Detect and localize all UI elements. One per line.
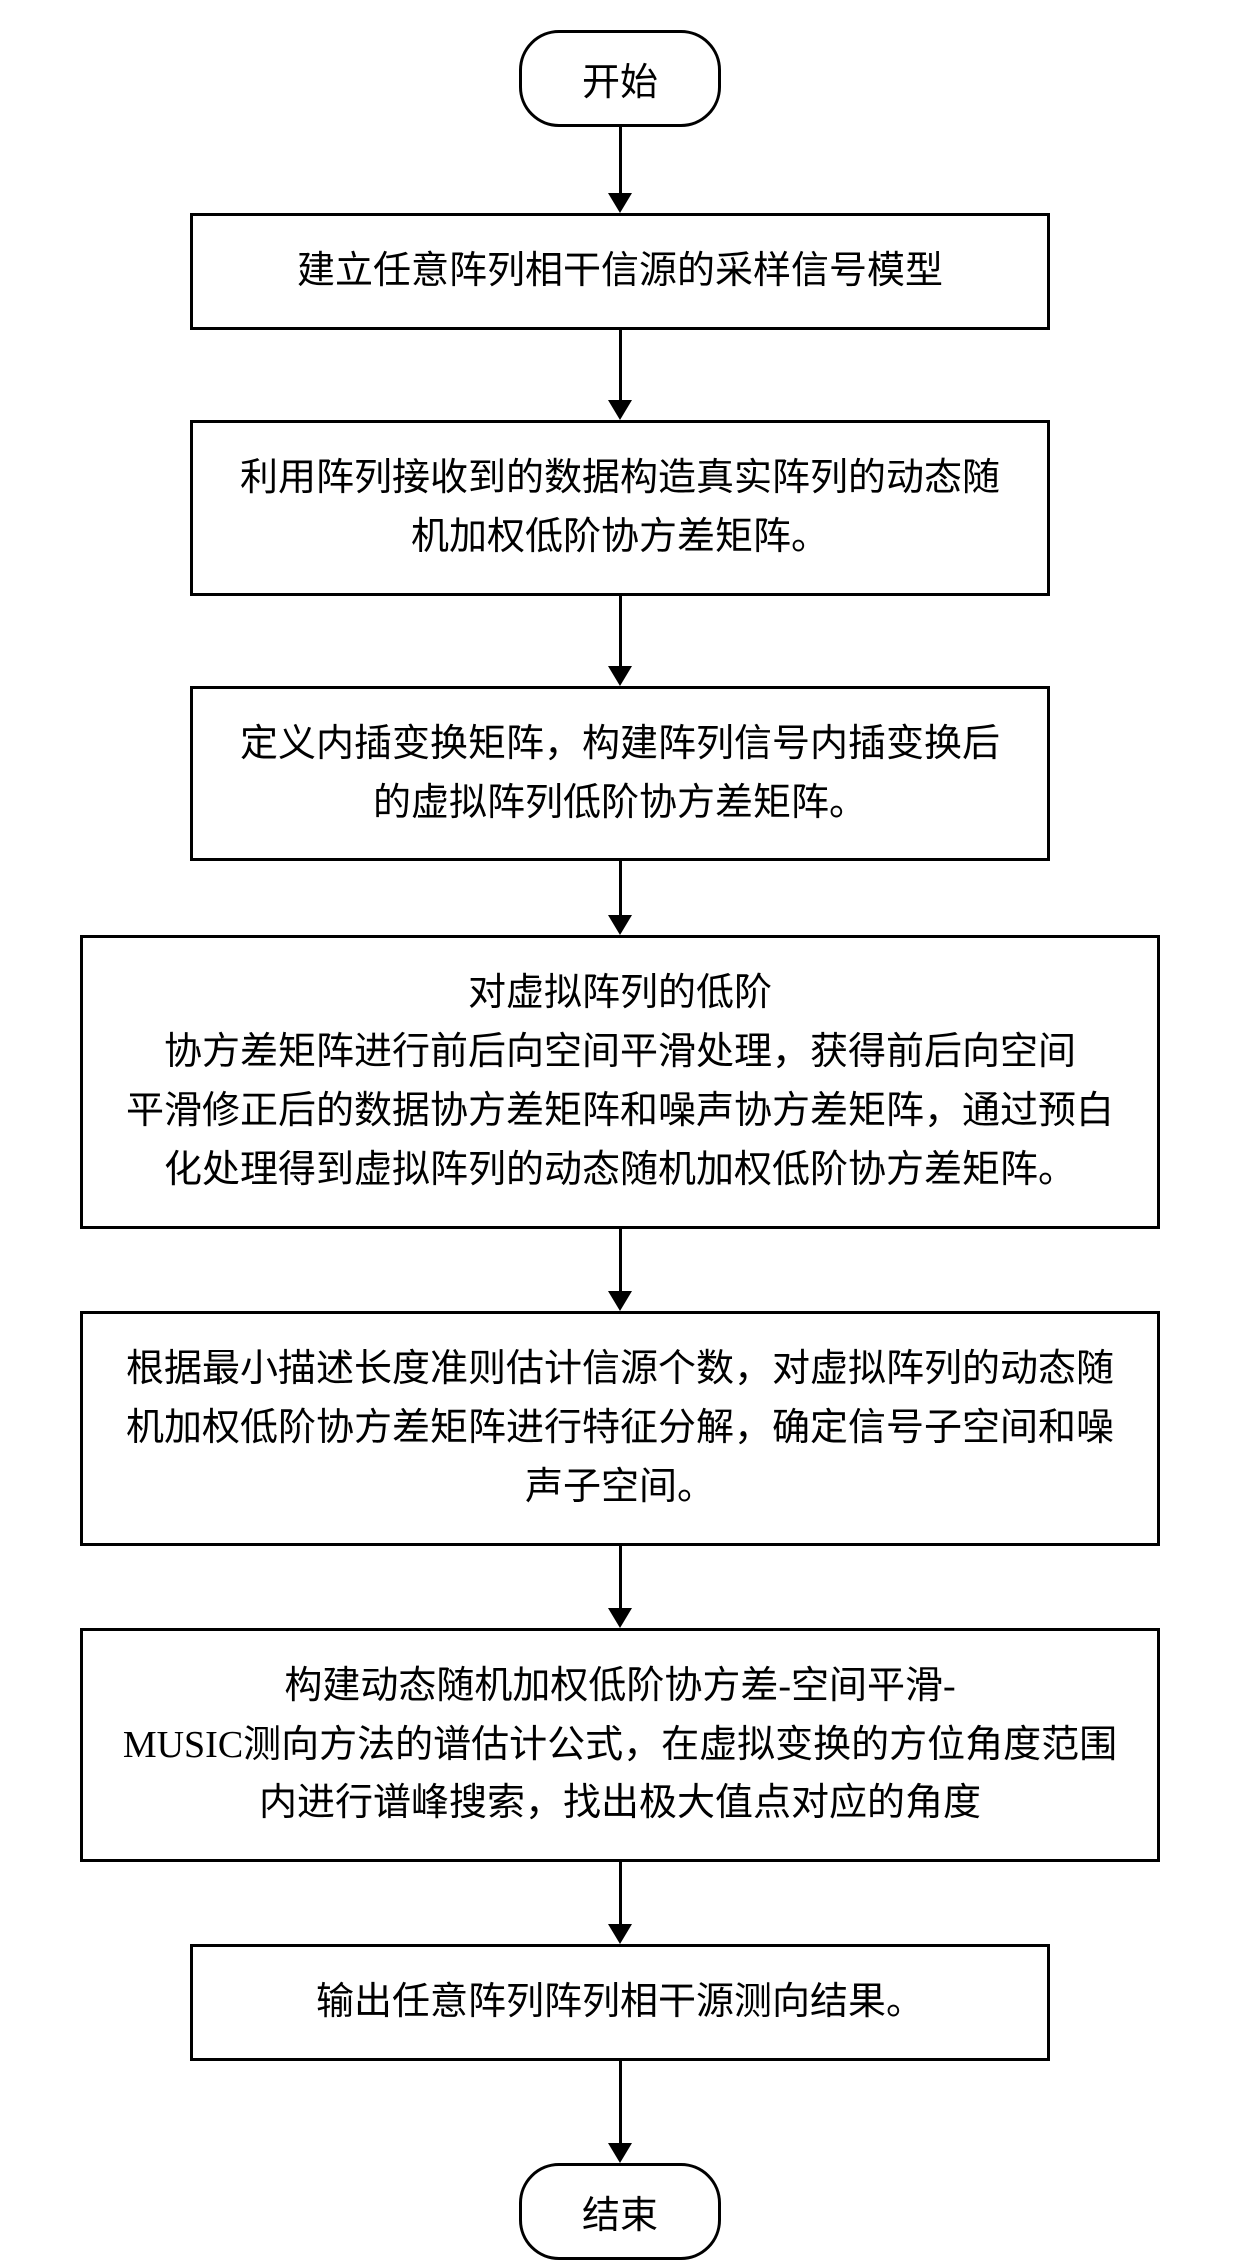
arrow-line — [619, 1229, 622, 1291]
arrow-head-icon — [608, 1608, 632, 1628]
terminal-end: 结束 — [519, 2163, 721, 2260]
arrow-head-icon — [608, 400, 632, 420]
arrow-head-icon — [608, 1291, 632, 1311]
arrow-head-icon — [608, 1924, 632, 1944]
process-step3: 定义内插变换矩阵，构建阵列信号内插变换后的虚拟阵列低阶协方差矩阵。 — [190, 686, 1050, 862]
process-step4-label: 对虚拟阵列的低阶协方差矩阵进行前后向空间平滑处理，获得前后向空间平滑修正后的数据… — [126, 972, 1114, 1191]
process-step3-label: 定义内插变换矩阵，构建阵列信号内插变换后的虚拟阵列低阶协方差矩阵。 — [240, 723, 1000, 824]
process-step6: 构建动态随机加权低阶协方差-空间平滑-MUSIC测向方法的谱估计公式，在虚拟变换… — [80, 1628, 1160, 1863]
arrow-1 — [608, 127, 632, 213]
process-step2: 利用阵列接收到的数据构造真实阵列的动态随机加权低阶协方差矩阵。 — [190, 420, 1050, 596]
arrow-2 — [608, 330, 632, 420]
arrow-line — [619, 596, 622, 666]
arrow-7 — [608, 1862, 632, 1944]
arrow-line — [619, 1862, 622, 1924]
arrow-line — [619, 861, 622, 915]
process-step1: 建立任意阵列相干信源的采样信号模型 — [190, 213, 1050, 330]
terminal-end-label: 结束 — [582, 2195, 658, 2237]
arrow-head-icon — [608, 193, 632, 213]
arrow-head-icon — [608, 666, 632, 686]
arrow-6 — [608, 1546, 632, 1628]
process-step4: 对虚拟阵列的低阶协方差矩阵进行前后向空间平滑处理，获得前后向空间平滑修正后的数据… — [80, 935, 1160, 1229]
terminal-start-label: 开始 — [582, 62, 658, 104]
process-step7: 输出任意阵列阵列相干源测向结果。 — [190, 1944, 1050, 2061]
arrow-line — [619, 2061, 622, 2143]
arrow-line — [619, 330, 622, 400]
arrow-line — [619, 1546, 622, 1608]
arrow-3 — [608, 596, 632, 686]
terminal-start: 开始 — [519, 30, 721, 127]
arrow-8 — [608, 2061, 632, 2163]
arrow-head-icon — [608, 915, 632, 935]
process-step7-label: 输出任意阵列阵列相干源测向结果。 — [316, 1981, 924, 2023]
process-step6-label: 构建动态随机加权低阶协方差-空间平滑-MUSIC测向方法的谱估计公式，在虚拟变换… — [123, 1665, 1117, 1825]
process-step5-label: 根据最小描述长度准则估计信源个数，对虚拟阵列的动态随机加权低阶协方差矩阵进行特征… — [126, 1348, 1114, 1508]
arrow-head-icon — [608, 2143, 632, 2163]
arrow-4 — [608, 861, 632, 935]
process-step2-label: 利用阵列接收到的数据构造真实阵列的动态随机加权低阶协方差矩阵。 — [240, 457, 1000, 558]
process-step1-label: 建立任意阵列相干信源的采样信号模型 — [297, 250, 943, 292]
arrow-5 — [608, 1229, 632, 1311]
arrow-line — [619, 127, 622, 193]
flowchart-container: 开始 建立任意阵列相干信源的采样信号模型 利用阵列接收到的数据构造真实阵列的动态… — [80, 30, 1160, 2260]
process-step5: 根据最小描述长度准则估计信源个数，对虚拟阵列的动态随机加权低阶协方差矩阵进行特征… — [80, 1311, 1160, 1546]
